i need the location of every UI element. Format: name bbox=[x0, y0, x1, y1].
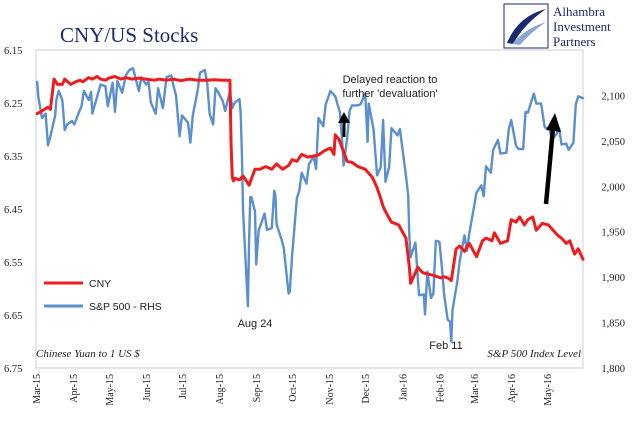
right-tick-label: 1,850 bbox=[601, 319, 625, 330]
annotation-delayed-line-2: further 'devaluation' bbox=[342, 88, 437, 100]
left-axis-caption: Chinese Yuan to 1 US $ bbox=[36, 348, 140, 360]
left-tick-label: 6.45 bbox=[4, 205, 22, 216]
arrow-apr-shaft bbox=[543, 127, 556, 205]
x-tick-label: Dec-15 bbox=[361, 374, 372, 403]
logo-line-3: Partners bbox=[553, 34, 596, 49]
left-tick-label: 6.55 bbox=[4, 258, 22, 269]
x-tick-label: Jan-16 bbox=[398, 374, 409, 401]
x-tick-label: Mar-16 bbox=[470, 374, 481, 404]
x-tick-label: Jul-15 bbox=[178, 374, 189, 399]
left-tick-label: 6.25 bbox=[4, 99, 22, 110]
x-tick-label: Sep-15 bbox=[252, 374, 263, 402]
company-logo: Alhambra Investment Partners bbox=[503, 3, 611, 49]
left-tick-label: 6.35 bbox=[4, 152, 22, 163]
annotation-delayed-line-1: Delayed reaction to bbox=[343, 74, 438, 86]
x-tick-label: Apr-16 bbox=[507, 374, 518, 403]
left-tick-label: 6.15 bbox=[4, 46, 22, 57]
right-axis: 2,100 2,050 2,000 1,950 1,900 1,850 1,800 bbox=[601, 91, 625, 375]
left-tick-label: 6.65 bbox=[4, 311, 22, 322]
x-tick-label: Mar-15 bbox=[32, 374, 43, 404]
right-tick-label: 1,900 bbox=[601, 273, 625, 284]
x-tick-label: Feb-16 bbox=[435, 374, 446, 402]
x-tick-label: Nov-15 bbox=[325, 374, 336, 405]
right-tick-label: 2,000 bbox=[601, 182, 625, 193]
chart-title: CNY/US Stocks bbox=[60, 23, 198, 47]
logo-line-2: Investment bbox=[553, 19, 611, 34]
plot-area-frame bbox=[35, 49, 584, 369]
annotation-arrows bbox=[338, 112, 561, 205]
left-axis: 6.15 6.25 6.35 6.45 6.55 6.65 6.75 bbox=[4, 46, 22, 375]
x-tick-label: Oct-15 bbox=[288, 374, 299, 402]
right-tick-label: 1,800 bbox=[601, 364, 625, 375]
legend: CNY S&P 500 - RHS bbox=[44, 278, 162, 313]
x-axis: Mar-15 Apr-15 May-15 Jun-15 Jul-15 Aug-15 Sep-… bbox=[32, 374, 554, 406]
x-tick-label: Apr-15 bbox=[69, 374, 80, 403]
logo-swoosh bbox=[507, 9, 546, 44]
logo-line-1: Alhambra bbox=[553, 4, 605, 19]
left-tick-label: 6.75 bbox=[4, 364, 22, 375]
arrow-apr-head bbox=[546, 113, 561, 132]
right-tick-label: 2,100 bbox=[601, 91, 625, 102]
right-tick-label: 2,050 bbox=[601, 137, 625, 148]
x-tick-label: May-15 bbox=[105, 374, 116, 406]
sp500-series-line bbox=[36, 67, 585, 343]
cny-series-line bbox=[35, 75, 585, 285]
series-layer bbox=[35, 67, 585, 343]
annotation-feb11: Feb 11 bbox=[429, 340, 462, 352]
logo-swoosh-light bbox=[512, 22, 546, 45]
x-tick-label: May-16 bbox=[543, 374, 554, 406]
annotation-aug24: Aug 24 bbox=[238, 318, 273, 330]
arrow-nov-head bbox=[338, 112, 350, 123]
right-tick-label: 1,950 bbox=[601, 228, 625, 239]
legend-label-sp500: S&P 500 - RHS bbox=[89, 301, 162, 313]
legend-label-cny: CNY bbox=[89, 278, 111, 290]
right-axis-caption: S&P 500 Index Level bbox=[487, 348, 581, 360]
x-tick-label: Jun-15 bbox=[142, 374, 153, 401]
x-tick-label: Aug-15 bbox=[215, 374, 226, 405]
